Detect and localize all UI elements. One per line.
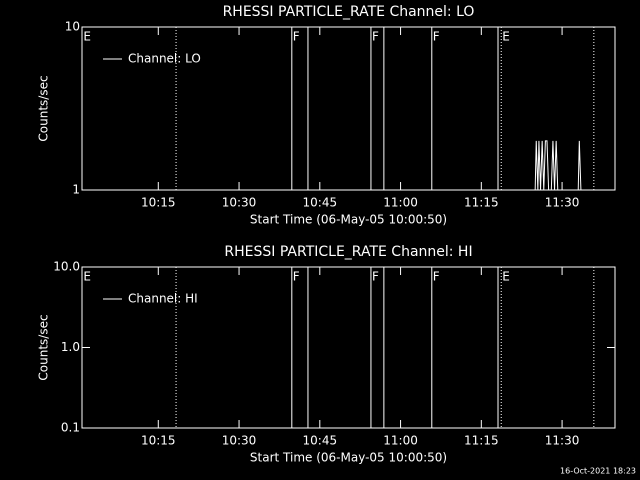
x-tick-label: 11:15: [464, 434, 499, 448]
event-flag: F: [372, 30, 379, 44]
chart-title: RHESSI PARTICLE_RATE Channel: HI: [224, 244, 472, 260]
event-flag: E: [83, 30, 91, 44]
data-line: [502, 140, 589, 191]
x-tick-label: 10:15: [141, 196, 176, 210]
y-axis-title: Counts/sec: [37, 314, 51, 380]
x-tick-label: 10:30: [222, 196, 257, 210]
event-flag: F: [372, 270, 379, 284]
event-flag: F: [433, 30, 440, 44]
x-tick-label: 11:30: [545, 434, 580, 448]
legend-label: Channel: HI: [128, 292, 198, 306]
y-tick-label: 10.0: [53, 260, 80, 274]
y-tick-label: 0.1: [61, 421, 80, 435]
event-flag: F: [293, 270, 300, 284]
x-tick-label: 10:45: [303, 434, 338, 448]
footer: 16-Oct-2021 18:23: [560, 467, 636, 476]
chart-title: RHESSI PARTICLE_RATE Channel: LO: [223, 4, 475, 20]
event-flag: E: [502, 270, 510, 284]
y-axis-title: Counts/sec: [37, 75, 51, 141]
x-tick-label: 10:15: [141, 434, 176, 448]
x-tick-label: 11:15: [464, 196, 499, 210]
x-tick-label: 10:30: [222, 434, 257, 448]
event-flag: E: [83, 270, 91, 284]
event-flag: F: [293, 30, 300, 44]
x-axis-title: Start Time (06-May-05 10:00:50): [250, 451, 447, 465]
plot-frame: [81, 26, 616, 191]
event-flag: F: [433, 270, 440, 284]
x-tick-label: 10:45: [303, 196, 338, 210]
event-flag: E: [502, 30, 510, 44]
y-tick-label: 10: [65, 20, 80, 34]
y-tick-label: 1: [72, 183, 80, 197]
y-tick-label: 1.0: [61, 340, 80, 354]
x-tick-label: 11:30: [545, 196, 580, 210]
legend-label: Channel: LO: [128, 52, 201, 66]
x-axis-title: Start Time (06-May-05 10:00:50): [250, 213, 447, 227]
x-tick-label: 11:00: [383, 434, 418, 448]
x-tick-label: 11:00: [383, 196, 418, 210]
